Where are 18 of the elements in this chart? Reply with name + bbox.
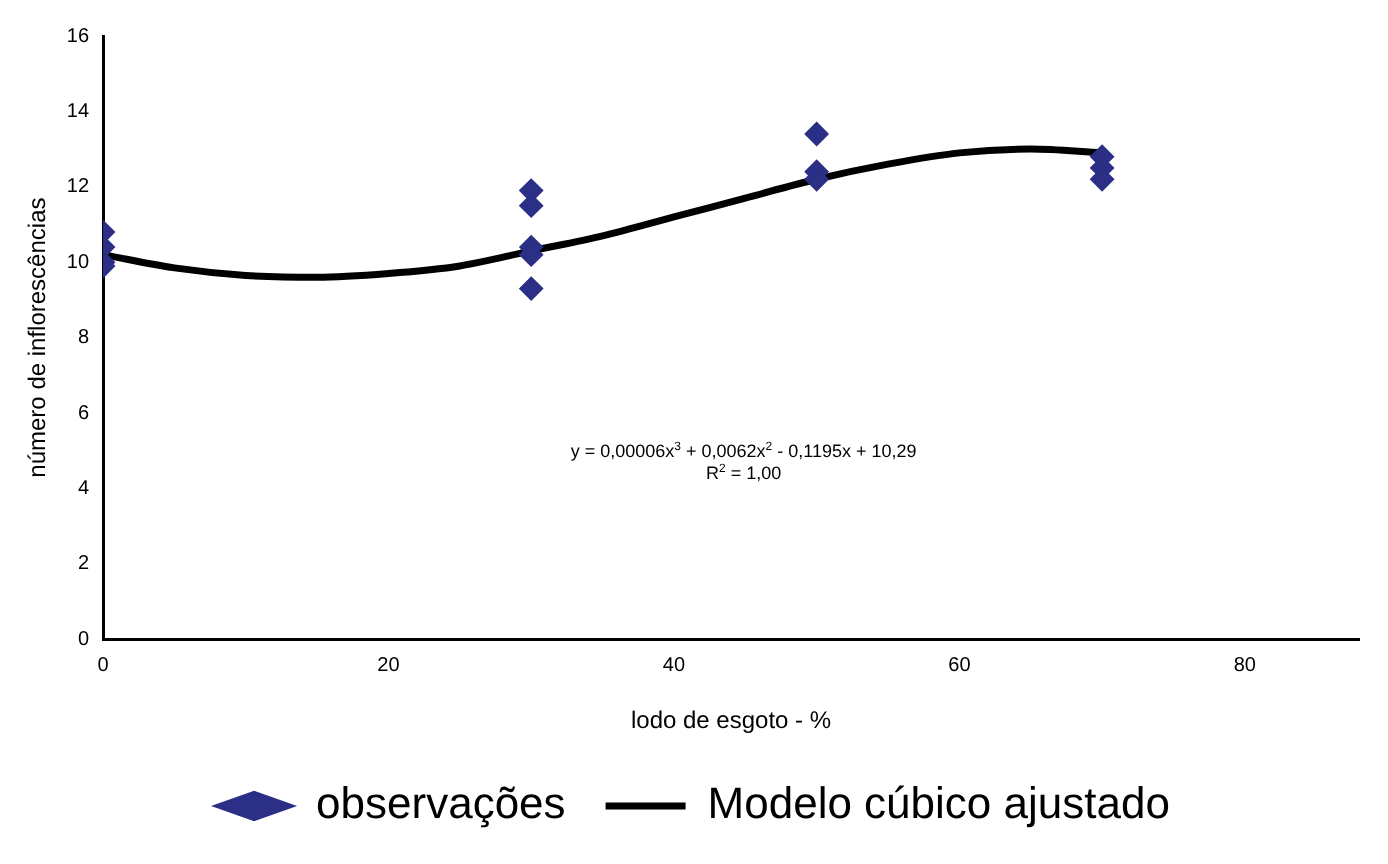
y-tick-label: 16 bbox=[66, 25, 90, 48]
y-axis-title: número de inflorescências bbox=[23, 197, 52, 478]
x-tick-label: 80 bbox=[1233, 654, 1257, 677]
y-tick-label: 14 bbox=[66, 100, 90, 123]
x-tick-label: 20 bbox=[377, 654, 401, 677]
y-tick-label: 0 bbox=[77, 628, 90, 651]
x-tick-label: 40 bbox=[662, 654, 686, 677]
x-tick-label: 60 bbox=[948, 654, 972, 677]
y-tick-label: 2 bbox=[77, 553, 90, 576]
y-tick-label: 8 bbox=[77, 327, 90, 350]
y-tick-label: 4 bbox=[77, 477, 90, 500]
x-tick-label: 0 bbox=[97, 654, 110, 677]
x-axis-title: lodo de esgoto - % bbox=[630, 706, 832, 735]
legend-label: observações bbox=[316, 778, 566, 829]
y-tick-label: 12 bbox=[66, 176, 90, 199]
y-tick-label: 10 bbox=[66, 251, 90, 274]
y-tick-label: 6 bbox=[77, 402, 90, 425]
legend-label: Modelo cúbico ajustado bbox=[707, 778, 1170, 829]
